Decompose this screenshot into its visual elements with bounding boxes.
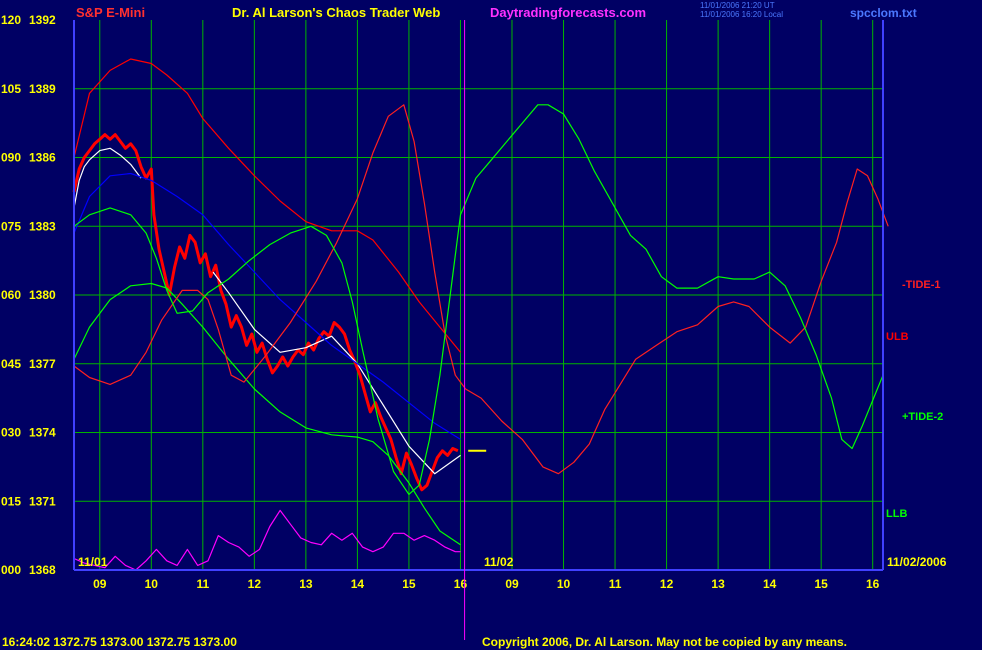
- y-tick-left: 075: [1, 219, 21, 233]
- series-line-ULB: [73, 58, 461, 353]
- x-tick-label: 10: [145, 577, 159, 591]
- series-layer: [72, 58, 889, 571]
- date-label-start: 11/01: [78, 555, 108, 569]
- last-quote: 16:24:02 1372.75 1373.00 1372.75 1373.00: [2, 635, 237, 649]
- series-line-white-trace: [73, 147, 142, 209]
- series-line-price: [72, 133, 459, 492]
- y-tick-left: 120: [1, 13, 21, 27]
- y-tick-left: 045: [1, 357, 21, 371]
- x-tick-label: 15: [814, 577, 828, 591]
- y-tick-left: 030: [1, 426, 21, 440]
- y-tick-right: 1371: [29, 494, 56, 508]
- x-tick-label: 13: [711, 577, 725, 591]
- y-tick-left: 060: [1, 288, 21, 302]
- y-tick-right: 1389: [29, 82, 56, 96]
- series-line-cycle-oscillator: [73, 509, 461, 571]
- x-tick-label: 09: [93, 577, 107, 591]
- y-tick-right: 1374: [29, 426, 56, 440]
- date-label-divider: 11/02: [484, 555, 514, 569]
- site-link[interactable]: Daytradingforecasts.com: [490, 5, 646, 20]
- y-tick-right: 1386: [29, 151, 56, 165]
- x-tick-label: 14: [763, 577, 777, 591]
- x-tick-label: 12: [248, 577, 262, 591]
- x-tick-label: 16: [866, 577, 880, 591]
- x-tick-label: 15: [402, 577, 416, 591]
- llb-label: LLB: [886, 508, 907, 520]
- ulb-label: ULB: [886, 331, 909, 343]
- series-line-LLB: [73, 282, 461, 546]
- series-line-TIDE-1: [73, 104, 889, 475]
- y-tick-right: 1383: [29, 219, 56, 233]
- date-label-end: 11/02/2006: [887, 555, 947, 569]
- y-tick-right: 1380: [29, 288, 56, 302]
- x-tick-label: 16: [454, 577, 468, 591]
- copyright: Copyright 2006, Dr. Al Larson. May not b…: [482, 635, 847, 649]
- x-tick-label: 11: [196, 577, 209, 591]
- timestamp-utc: 11/01/2006 21:20 UT: [700, 1, 775, 10]
- series-line-TIDE-2: [73, 104, 884, 495]
- x-tick-label: 14: [351, 577, 365, 591]
- x-tick-label: 11: [609, 577, 622, 591]
- y-tick-right: 1368: [29, 563, 56, 577]
- y-tick-left: 015: [1, 494, 21, 508]
- data-file-label: spcclom.txt: [850, 6, 917, 20]
- tide-1-label: -TIDE-1: [902, 279, 941, 291]
- series-line-white-moving-average: [212, 271, 461, 475]
- x-tick-label: 13: [299, 577, 313, 591]
- y-tick-right: 1392: [29, 13, 56, 27]
- timestamp-local: 11/01/2006 16:20 Local: [700, 10, 783, 19]
- y-tick-right: 1377: [29, 357, 56, 371]
- y-tick-left: 090: [1, 151, 21, 165]
- chart-title: Dr. Al Larson's Chaos Trader Web: [232, 5, 440, 20]
- y-tick-left: 000: [1, 563, 21, 577]
- axes: 120 1392 105 1389 090 1386 075 1383 060 1380 045 13…: [1, 13, 884, 640]
- series-line-blue-average: [73, 172, 461, 440]
- x-tick-label: 10: [557, 577, 571, 591]
- grid: [74, 20, 883, 570]
- x-tick-label: 09: [505, 577, 519, 591]
- instrument-label: S&P E-Mini: [76, 5, 145, 20]
- tide-2-label: +TIDE-2: [902, 411, 943, 423]
- y-tick-left: 105: [1, 82, 21, 96]
- x-tick-label: 12: [660, 577, 674, 591]
